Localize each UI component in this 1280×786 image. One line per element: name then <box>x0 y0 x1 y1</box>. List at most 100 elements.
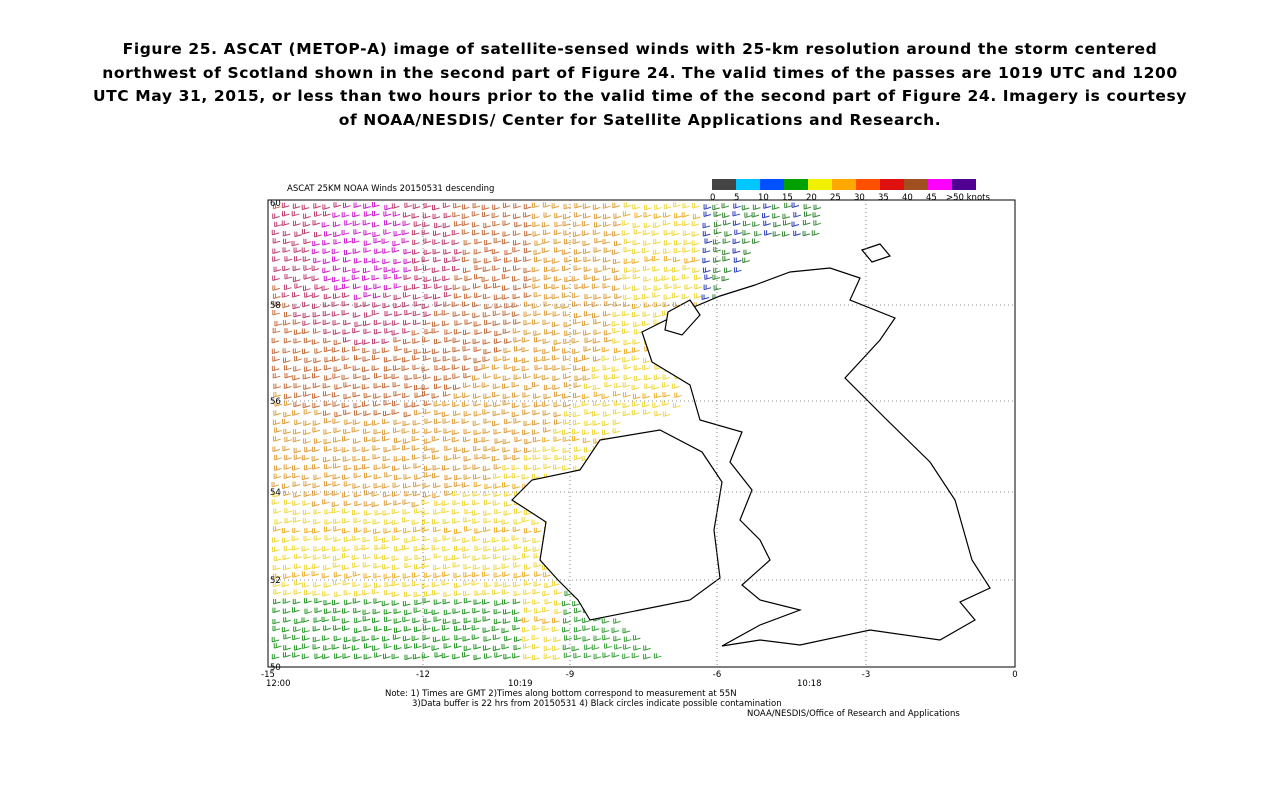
wind-barb <box>752 204 761 211</box>
wind-barb <box>592 384 601 391</box>
wind-barb <box>292 436 301 443</box>
wind-barb <box>544 364 552 371</box>
wind-barb <box>532 437 541 443</box>
wind-barb <box>374 248 382 255</box>
wind-barb <box>393 456 402 462</box>
wind-barb <box>523 589 531 596</box>
wind-barb <box>351 554 360 561</box>
wind-barb <box>312 528 320 534</box>
wind-barb <box>443 428 452 434</box>
wind-barb <box>523 292 532 298</box>
wind-barb <box>511 535 520 541</box>
wind-barb <box>483 373 491 379</box>
wind-barb <box>474 454 483 460</box>
wind-barb <box>511 311 520 317</box>
wind-barb <box>523 283 531 289</box>
wind-barb <box>482 554 491 560</box>
lat-label: 52 <box>270 576 281 586</box>
wind-barb <box>562 213 571 220</box>
wind-barb <box>392 465 400 472</box>
wind-barb <box>273 599 281 605</box>
wind-barb <box>573 249 582 255</box>
wind-barb <box>581 393 590 400</box>
wind-barb <box>402 581 411 588</box>
wind-barb <box>543 463 552 470</box>
wind-barb <box>583 256 592 263</box>
wind-barb <box>534 256 542 263</box>
wind-barb <box>352 598 361 604</box>
wind-barb <box>311 456 320 462</box>
wind-barb <box>793 212 801 218</box>
wind-barb <box>473 617 482 624</box>
wind-barb <box>273 301 281 307</box>
wind-barb <box>283 357 291 364</box>
wind-barb <box>542 401 550 408</box>
wind-barb <box>493 518 502 524</box>
wind-barb <box>302 627 310 634</box>
wind-barb <box>702 257 711 264</box>
wind-barb <box>632 248 640 255</box>
wind-barb <box>331 301 340 308</box>
wind-barb <box>451 429 460 436</box>
wind-barb <box>341 436 350 442</box>
wind-barb <box>444 285 452 291</box>
wind-barb <box>503 609 511 615</box>
wind-barb <box>383 500 392 506</box>
wind-barb <box>424 418 433 425</box>
wind-barb <box>733 257 742 263</box>
wind-barb <box>533 292 542 298</box>
wind-barb <box>333 239 342 245</box>
wind-barb <box>602 265 611 271</box>
wind-barb <box>453 590 462 597</box>
wind-barb <box>333 366 342 372</box>
wind-barb <box>562 221 571 227</box>
wind-barb <box>612 231 620 237</box>
wind-barb <box>332 418 341 425</box>
wind-barb <box>392 365 401 371</box>
wind-barb <box>304 446 312 453</box>
wind-barb <box>322 302 331 308</box>
wind-barb <box>351 509 360 516</box>
wind-barb <box>333 608 341 614</box>
wind-barb <box>782 231 790 237</box>
wind-barb <box>791 221 800 227</box>
wind-barb <box>513 285 521 291</box>
wind-barb <box>491 248 500 255</box>
wind-barb <box>411 581 420 587</box>
wind-barb <box>542 618 551 625</box>
wind-barb <box>302 256 311 262</box>
wind-barb <box>681 212 690 218</box>
wind-barb <box>544 283 552 290</box>
wind-barb <box>592 429 600 436</box>
wind-barb <box>313 519 321 525</box>
wind-barb <box>383 447 392 453</box>
wind-barb <box>494 438 503 444</box>
wind-barb <box>403 626 412 632</box>
wind-barb <box>443 231 451 238</box>
wind-barb <box>564 276 572 283</box>
wind-barb <box>612 202 620 209</box>
wind-barb <box>782 220 791 226</box>
wind-barb <box>432 239 440 245</box>
wind-barb <box>522 429 530 436</box>
wind-barb <box>534 402 542 408</box>
wind-barb <box>401 238 410 244</box>
wind-barb <box>373 393 381 399</box>
wind-barb <box>612 338 620 344</box>
wind-barb <box>534 571 542 577</box>
wind-barb <box>391 519 400 526</box>
wind-barb <box>392 482 401 489</box>
wind-barb <box>661 275 670 281</box>
wind-barb <box>523 420 532 427</box>
wind-barb <box>473 393 481 399</box>
wind-barb <box>474 274 482 280</box>
wind-barb <box>573 454 582 461</box>
wind-barb <box>502 231 511 237</box>
wind-barb <box>342 202 351 209</box>
wind-barb <box>343 393 352 400</box>
wind-barb <box>283 645 291 651</box>
wind-barb <box>601 346 610 353</box>
wind-barb <box>323 400 332 407</box>
wind-barb <box>374 554 382 560</box>
wind-barb <box>373 410 382 416</box>
